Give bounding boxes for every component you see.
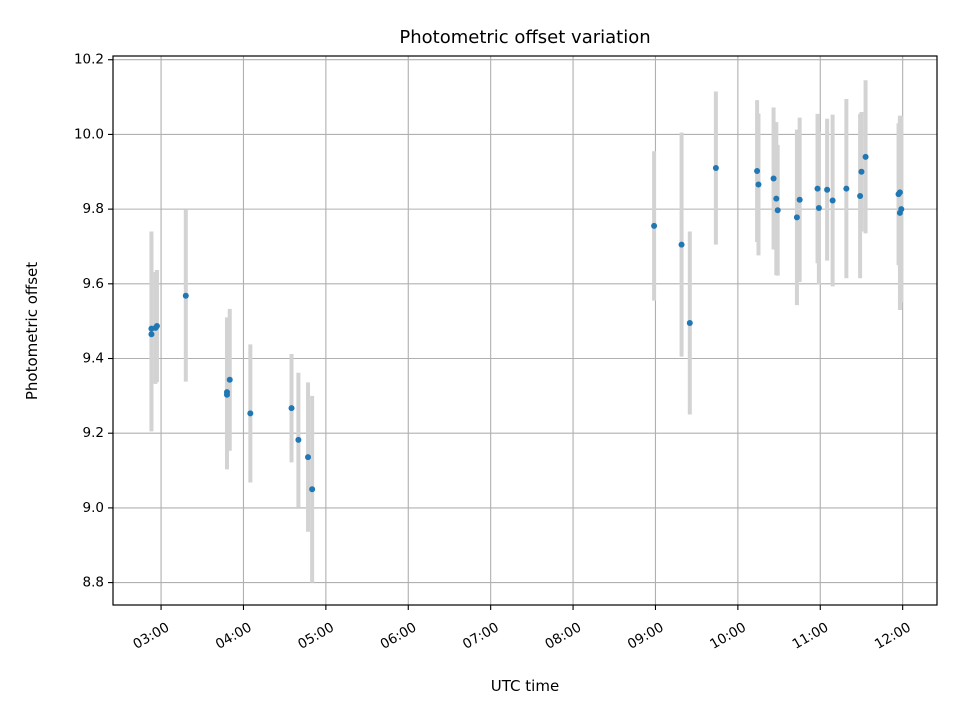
data-point [678, 241, 685, 248]
data-point [824, 186, 831, 193]
data-point [223, 391, 230, 398]
x-axis-title: UTC time [491, 677, 559, 695]
data-point [896, 189, 903, 196]
data-point [712, 165, 719, 172]
data-point [153, 323, 160, 330]
data-point [247, 410, 254, 417]
data-point [774, 207, 781, 214]
y-tick-label: 10.0 [74, 126, 104, 142]
gridlines [113, 56, 937, 605]
y-axis: 8.8 9.0 9.2 9.4 9.6 9.8 10.0 10.2 [74, 52, 113, 591]
data-point [651, 222, 658, 229]
y-tick-label: 9.6 [83, 276, 104, 292]
y-tick-label: 9.4 [83, 351, 104, 367]
data-point [686, 320, 693, 327]
data-point [305, 454, 312, 461]
data-point [829, 197, 836, 204]
plot-frame [112, 55, 938, 606]
data-point [796, 196, 803, 203]
data-point [773, 195, 780, 202]
data-point [843, 185, 850, 192]
data-point [755, 181, 762, 188]
data-point [754, 168, 761, 175]
y-tick-label: 10.2 [74, 52, 104, 68]
data-point [858, 168, 865, 175]
data-points [148, 153, 905, 493]
data-point [862, 153, 869, 160]
y-tick-label: 8.8 [83, 575, 104, 591]
data-point [898, 206, 905, 213]
data-point [226, 376, 233, 383]
data-point [182, 292, 189, 299]
data-point [815, 205, 822, 212]
data-point [288, 405, 295, 412]
data-point [770, 175, 777, 182]
chart-title: Photometric offset variation [399, 27, 650, 48]
data-point [309, 486, 316, 493]
data-point [295, 436, 302, 443]
data-point [793, 214, 800, 221]
y-axis-title: Photometric offset [23, 262, 41, 400]
data-point [857, 193, 864, 200]
data-point [148, 331, 155, 338]
y-tick-label: 9.8 [83, 201, 104, 217]
y-tick-label: 9.2 [83, 425, 104, 441]
y-tick-label: 9.0 [83, 500, 104, 516]
data-point [814, 185, 821, 192]
